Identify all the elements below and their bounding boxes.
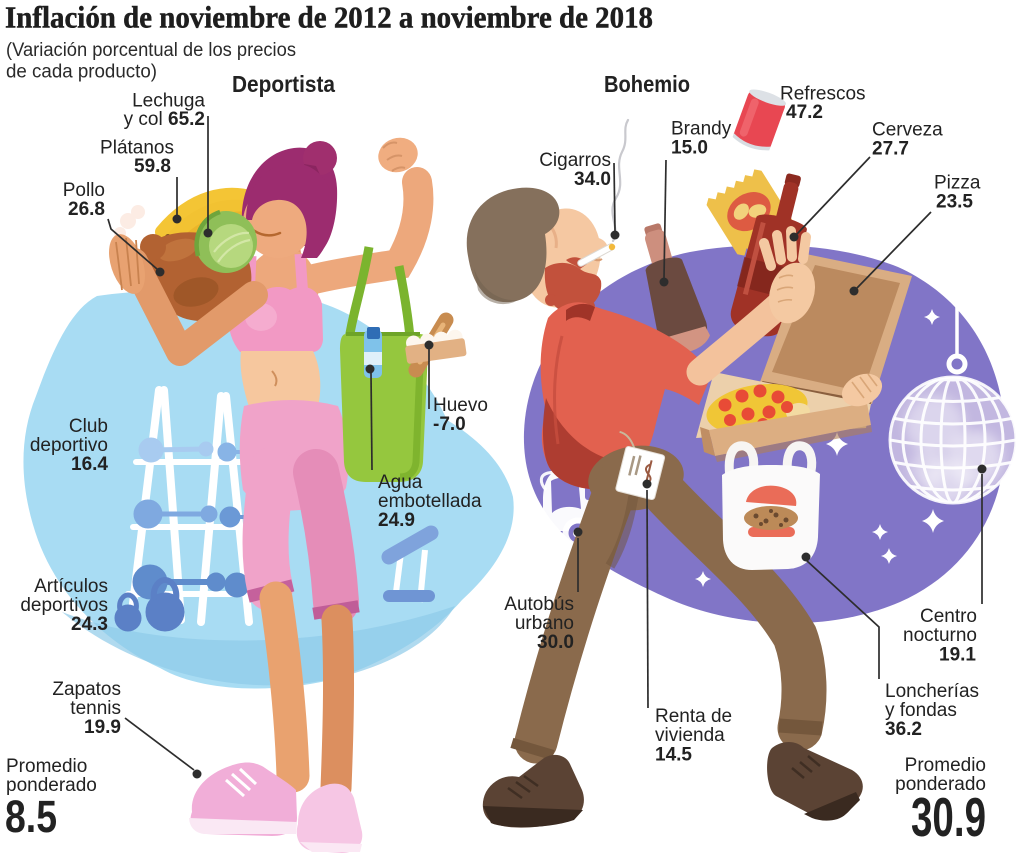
- svg-text:59.8: 59.8: [134, 156, 171, 177]
- svg-text:nocturno: nocturno: [903, 625, 977, 646]
- svg-text:Club: Club: [69, 416, 108, 437]
- svg-text:Cerveza: Cerveza: [872, 120, 943, 141]
- svg-text:ponderado: ponderado: [895, 774, 986, 795]
- svg-text:Plátanos: Plátanos: [100, 138, 174, 159]
- svg-text:26.8: 26.8: [68, 199, 105, 220]
- svg-text:36.2: 36.2: [885, 719, 922, 740]
- svg-text:ponderado: ponderado: [6, 775, 97, 796]
- svg-text:15.0: 15.0: [671, 138, 708, 159]
- svg-text:Centro: Centro: [920, 606, 977, 627]
- svg-text:8.5: 8.5: [5, 791, 57, 842]
- svg-text:27.7: 27.7: [872, 139, 909, 160]
- svg-text:Promedio: Promedio: [6, 756, 87, 777]
- svg-text:Deportista: Deportista: [232, 71, 335, 97]
- svg-text:Cigarros: Cigarros: [539, 150, 611, 171]
- svg-text:y fondas: y fondas: [885, 700, 957, 721]
- svg-text:Bohemio: Bohemio: [604, 71, 690, 97]
- svg-text:deportivos: deportivos: [20, 595, 108, 616]
- svg-text:Pollo: Pollo: [63, 180, 105, 201]
- svg-text:23.5: 23.5: [936, 192, 973, 213]
- svg-text:14.5: 14.5: [655, 745, 692, 766]
- svg-text:Agua: Agua: [378, 472, 423, 493]
- svg-text:(Variación porcentual de los p: (Variación porcentual de los precios: [6, 40, 296, 61]
- svg-text:24.3: 24.3: [71, 614, 108, 635]
- svg-text:Autobús: Autobús: [504, 594, 574, 615]
- svg-text:Lechuga: Lechuga: [132, 91, 205, 112]
- svg-text:Refrescos: Refrescos: [780, 84, 866, 105]
- svg-text:24.9: 24.9: [378, 510, 415, 531]
- svg-text:Loncherías: Loncherías: [885, 681, 979, 702]
- svg-text:Renta de: Renta de: [655, 706, 732, 727]
- svg-text:Inflación de noviembre de 2012: Inflación de noviembre de 2012 a noviemb…: [5, 0, 653, 35]
- svg-text:Zapatos: Zapatos: [52, 679, 121, 700]
- svg-text:-7.0: -7.0: [433, 414, 466, 435]
- svg-text:19.1: 19.1: [939, 645, 976, 666]
- svg-text:Brandy: Brandy: [671, 119, 732, 140]
- svg-text:47.2: 47.2: [786, 102, 823, 123]
- svg-text:tennis: tennis: [70, 698, 121, 719]
- svg-text:19.9: 19.9: [84, 717, 121, 738]
- svg-text:30.0: 30.0: [537, 632, 574, 653]
- svg-text:vivienda: vivienda: [655, 725, 725, 746]
- svg-text:Huevo: Huevo: [433, 395, 488, 416]
- svg-text:16.4: 16.4: [71, 454, 108, 475]
- svg-text:deportivo: deportivo: [30, 435, 108, 456]
- svg-text:Artículos: Artículos: [34, 576, 108, 597]
- svg-text:Promedio: Promedio: [905, 755, 986, 776]
- svg-text:de cada producto): de cada producto): [6, 62, 157, 83]
- svg-text:urbano: urbano: [515, 613, 574, 634]
- svg-text:34.0: 34.0: [574, 169, 611, 190]
- svg-text:embotellada: embotellada: [378, 491, 482, 512]
- svg-text:y col 65.2: y col 65.2: [124, 109, 205, 130]
- svg-text:30.9: 30.9: [911, 786, 986, 848]
- svg-text:Pizza: Pizza: [934, 173, 981, 194]
